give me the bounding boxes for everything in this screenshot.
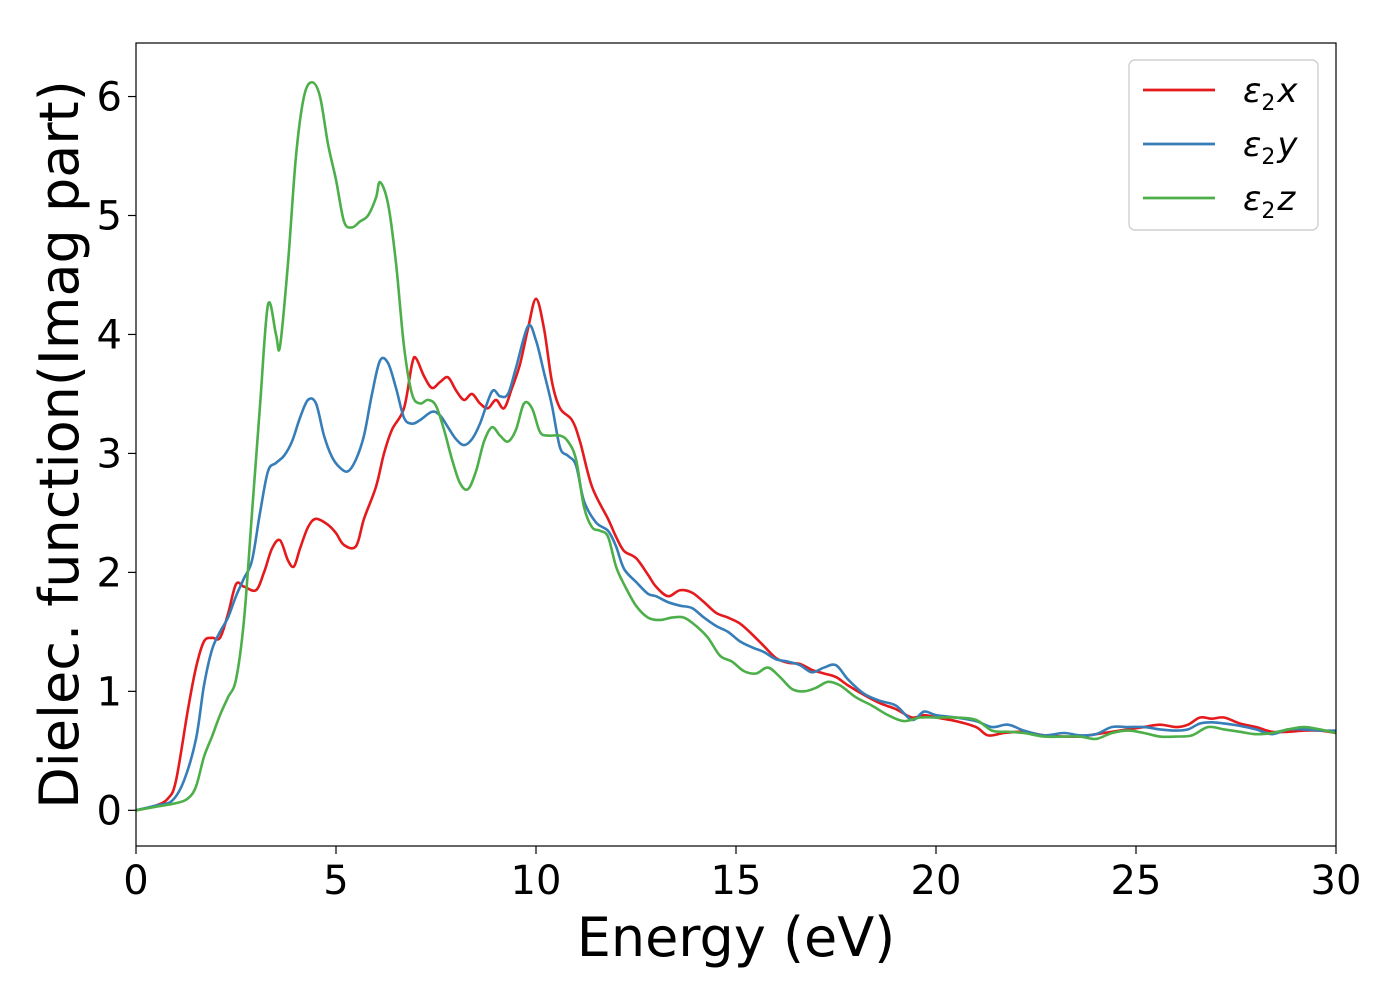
legend-entry: ε2x <box>1243 71 1298 116</box>
x-tick-label: 25 <box>1111 858 1162 904</box>
x-tick-label: 5 <box>323 858 348 904</box>
y-tick-label: 3 <box>97 431 122 477</box>
y-axis-label: Dielec. function(Imag part) <box>28 80 91 809</box>
x-tick-label: 30 <box>1311 858 1362 904</box>
series-line-z <box>136 80 1336 812</box>
x-tick-label: 15 <box>711 858 762 904</box>
y-tick-label: 6 <box>97 75 122 121</box>
y-tick-label: 1 <box>97 669 122 715</box>
x-tick-label: 0 <box>123 858 148 904</box>
series-line-x <box>136 297 1336 812</box>
y-tick-label: 4 <box>97 312 122 358</box>
series-line-y <box>136 323 1336 812</box>
x-tick-label: 20 <box>911 858 962 904</box>
y-tick-label: 2 <box>97 550 122 596</box>
x-tick-label: 10 <box>511 858 562 904</box>
legend-entry: ε2y <box>1243 125 1298 170</box>
legend-box <box>1128 59 1319 231</box>
legend-entry: ε2z <box>1243 179 1296 224</box>
axis-ticks: 0 5 10 15 20 25 30 0 1 2 3 4 5 6 <box>97 75 1362 904</box>
legend: ε2x ε2y ε2z <box>1128 59 1319 231</box>
y-tick-label: 0 <box>97 788 122 834</box>
y-tick-label: 5 <box>97 193 122 239</box>
x-axis-label: Energy (eV) <box>577 906 896 969</box>
series-lines <box>136 80 1336 812</box>
